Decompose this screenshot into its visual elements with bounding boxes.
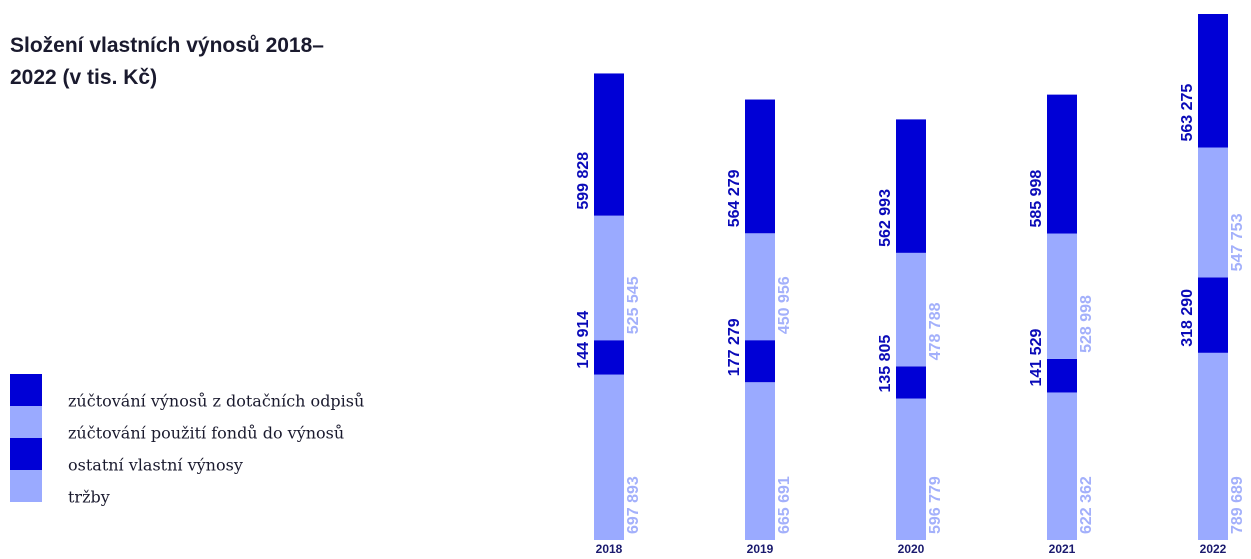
bar-segment — [1198, 147, 1228, 278]
x-tick-label: 2021 — [1049, 542, 1076, 556]
bar-segment — [594, 374, 624, 540]
value-label: 135 805 — [877, 335, 894, 393]
value-label: 318 290 — [1179, 289, 1196, 347]
legend-swatch — [10, 470, 42, 502]
value-label: 141 529 — [1028, 329, 1045, 387]
legend-label: ostatní vlastní výnosy — [68, 456, 243, 475]
value-label: 596 779 — [927, 476, 944, 534]
bar-segment — [594, 215, 624, 341]
value-label: 547 753 — [1229, 213, 1246, 271]
chart-title: Složení vlastních výnosů 2018–2022 (v ti… — [10, 34, 324, 89]
legend-label: zúčtování použití fondů do výnosů — [68, 424, 344, 443]
value-label: 697 893 — [625, 476, 642, 534]
value-label: 562 993 — [877, 189, 894, 247]
legend-swatch — [10, 438, 42, 470]
value-label: 478 788 — [927, 302, 944, 360]
value-label: 564 279 — [726, 169, 743, 227]
bar-segment — [745, 99, 775, 234]
value-label: 177 279 — [726, 318, 743, 376]
bar-segment — [745, 233, 775, 341]
value-label: 599 828 — [575, 152, 592, 210]
value-label: 622 362 — [1078, 476, 1095, 534]
bar-segment — [1047, 94, 1077, 234]
bar-segment — [594, 340, 624, 375]
x-tick-label: 2020 — [898, 542, 925, 556]
value-label: 585 998 — [1028, 170, 1045, 228]
bar-segment — [896, 252, 926, 367]
x-tick-label: 2019 — [747, 542, 774, 556]
bar-segment — [1047, 233, 1077, 359]
value-label: 450 956 — [776, 276, 793, 334]
bar-segment — [1198, 14, 1228, 148]
bar-segment — [1198, 277, 1228, 353]
legend-label: tržby — [68, 488, 110, 507]
bar-segment — [1047, 358, 1077, 393]
value-label: 525 545 — [625, 276, 642, 334]
value-label: 665 691 — [776, 476, 793, 534]
bar-segment — [745, 382, 775, 540]
legend-swatch — [10, 374, 42, 406]
bar-segment — [896, 119, 926, 253]
bar-segment — [896, 398, 926, 540]
bar-segment — [896, 366, 926, 399]
bar-segment — [594, 73, 624, 216]
value-label: 528 998 — [1078, 295, 1095, 353]
x-tick-label: 2018 — [596, 542, 623, 556]
bar-segment — [745, 340, 775, 383]
legend-label: zúčtování výnosů z dotačních odpisů — [68, 392, 364, 411]
legend-swatch — [10, 406, 42, 438]
value-label: 144 914 — [575, 311, 592, 369]
x-tick-label: 2022 — [1200, 542, 1227, 556]
value-label: 563 275 — [1179, 84, 1196, 142]
value-label: 789 689 — [1229, 476, 1246, 534]
bar-segment — [1047, 392, 1077, 540]
bar-segment — [1198, 352, 1228, 540]
